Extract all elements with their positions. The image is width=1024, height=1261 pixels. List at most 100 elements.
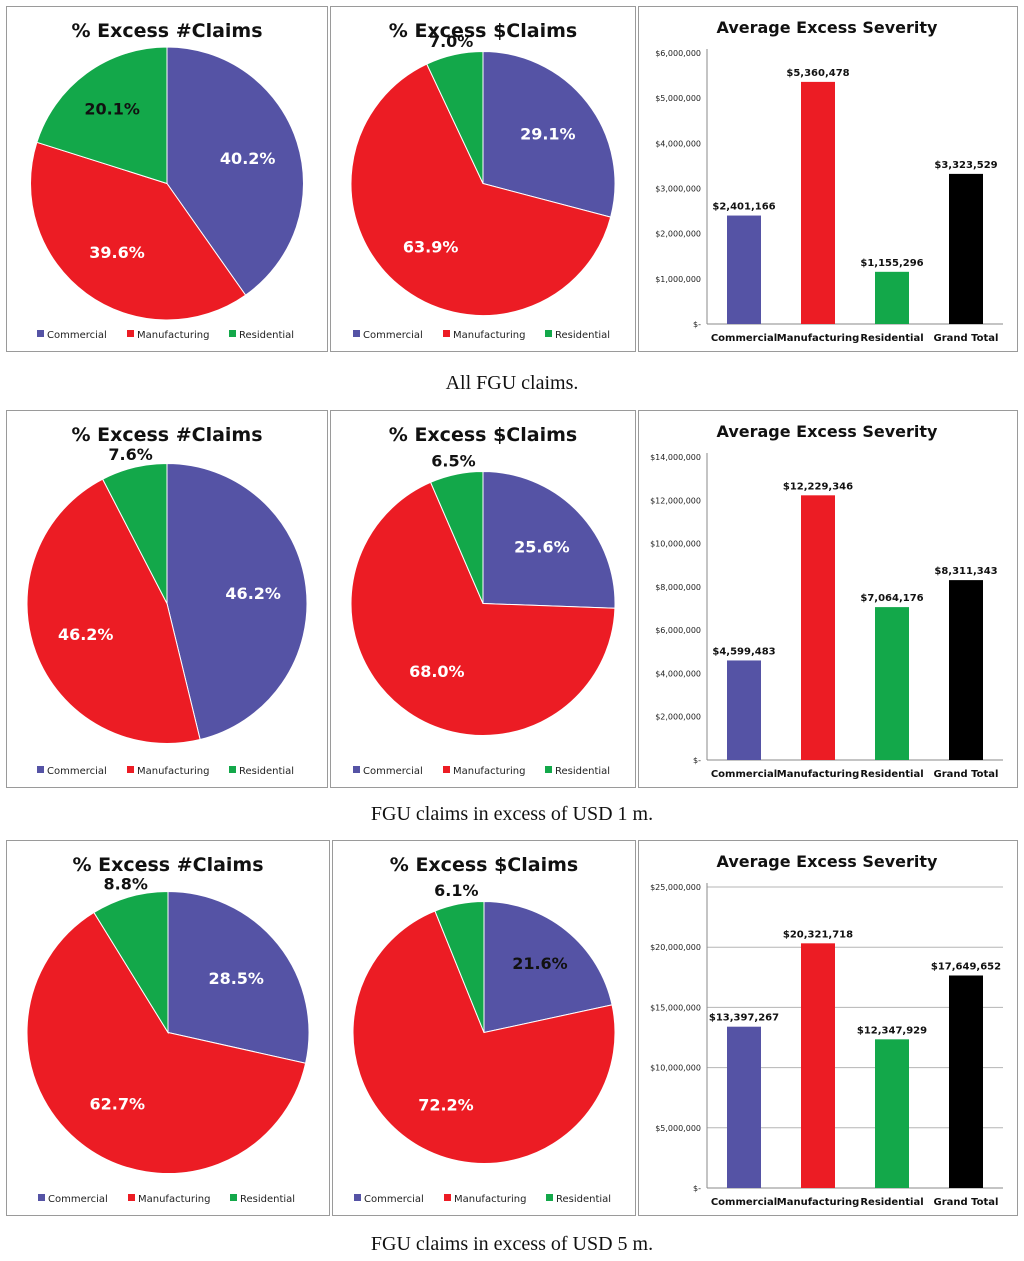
- legend-label-manufacturing: Manufacturing: [453, 766, 525, 777]
- y-tick-label: $3,000,000: [655, 185, 701, 194]
- bar-residential: [875, 1039, 909, 1188]
- bar-residential: [875, 271, 909, 324]
- legend-swatch-residential: [230, 1194, 237, 1201]
- legend-swatch-residential: [546, 1194, 553, 1201]
- bar-value-label-manufacturing: $5,360,478: [786, 68, 849, 79]
- legend-swatch-commercial: [38, 1194, 45, 1201]
- legend-label-manufacturing: Manufacturing: [137, 330, 209, 341]
- y-tick-label: $4,000,000: [655, 669, 701, 678]
- y-tick-label: $15,000,000: [650, 1003, 701, 1012]
- pie-label-manufacturing: 39.6%: [89, 243, 145, 262]
- pie-slice-manufacturing: [26, 478, 201, 744]
- bar-commercial: [727, 1026, 761, 1188]
- legend-label-residential: Residential: [239, 330, 294, 341]
- x-category-label-grand-total: Grand Total: [934, 769, 999, 780]
- legend-swatch-residential: [545, 330, 552, 337]
- bar-grand-total: [949, 173, 983, 324]
- legend-swatch-commercial: [37, 330, 44, 337]
- chart-title: % Excess $Claims: [390, 854, 578, 876]
- legend-swatch-manufacturing: [444, 1194, 451, 1201]
- chart-title: % Excess $Claims: [389, 424, 577, 446]
- bar-residential: [875, 607, 909, 760]
- pie-slice-commercial: [166, 46, 304, 296]
- pie-slice-residential: [429, 470, 484, 604]
- legend-label-commercial: Commercial: [363, 766, 423, 777]
- legend-swatch-commercial: [354, 1194, 361, 1201]
- y-tick-label: $6,000,000: [655, 49, 701, 58]
- pie-slice-commercial: [167, 890, 310, 1064]
- bar-value-label-residential: $12,347,929: [857, 1025, 927, 1036]
- pie-label-manufacturing: 72.2%: [418, 1095, 474, 1114]
- chart-panel-claims-amount-5m: % Excess $Claims 21.6% 72.2% 6.1% Commercial…: [332, 840, 636, 1216]
- pie-label-commercial: 25.6%: [514, 538, 570, 557]
- y-tick-label: $6,000,000: [655, 626, 701, 635]
- x-category-label-residential: Residential: [860, 769, 923, 780]
- y-tick-label: $10,000,000: [650, 1064, 701, 1073]
- bar-value-label-grand-total: $17,649,652: [931, 961, 1001, 972]
- pie-label-residential: 7.6%: [108, 445, 152, 464]
- legend-label-manufacturing: Manufacturing: [137, 766, 209, 777]
- bar-manufacturing: [801, 81, 835, 325]
- chart-title: Average Excess Severity: [717, 18, 939, 37]
- pie-label-commercial: 28.5%: [208, 969, 264, 988]
- pie-label-manufacturing: 62.7%: [90, 1095, 146, 1114]
- x-category-label-commercial: Commercial: [711, 1197, 777, 1208]
- legend-swatch-residential: [545, 766, 552, 773]
- y-tick-label: $2,000,000: [655, 230, 701, 239]
- legend-swatch-commercial: [353, 766, 360, 773]
- legend-label-commercial: Commercial: [363, 330, 423, 341]
- chart-panel-severity-all: Average Excess Severity $- $1,000,000 $2,00…: [638, 6, 1018, 352]
- legend-swatch-commercial: [353, 330, 360, 337]
- pie-label-residential: 6.5%: [431, 452, 475, 471]
- x-category-label-commercial: Commercial: [711, 769, 777, 780]
- pie-chart-svg: % Excess $Claims 21.6% 72.2% 6.1% Commercial…: [352, 854, 616, 1205]
- y-tick-label: $-: [693, 756, 701, 765]
- legend-label-manufacturing: Manufacturing: [454, 1194, 526, 1205]
- pie-slice-manufacturing: [352, 910, 616, 1164]
- legend-swatch-residential: [229, 330, 236, 337]
- bar-value-label-commercial: $2,401,166: [712, 202, 775, 213]
- chart-title: % Excess $Claims: [389, 20, 577, 42]
- bar-value-label-grand-total: $3,323,529: [934, 160, 997, 171]
- y-tick-label: $5,000,000: [655, 1124, 701, 1133]
- pie-slice-commercial: [482, 50, 616, 218]
- x-category-label-residential: Residential: [860, 1197, 923, 1208]
- chart-title: % Excess #Claims: [71, 20, 262, 42]
- bar-grand-total: [949, 975, 983, 1188]
- caption-claims-5m: FGU claims in excess of USD 5 m.: [370, 1233, 654, 1255]
- x-category-label-grand-total: Grand Total: [934, 333, 999, 344]
- y-tick-label: $1,000,000: [655, 275, 701, 284]
- pie-label-commercial: 40.2%: [220, 149, 276, 168]
- y-tick-label: $4,000,000: [655, 139, 701, 148]
- bar-grand-total: [949, 580, 983, 760]
- y-tick-label: $-: [693, 320, 701, 329]
- bar-commercial: [727, 660, 761, 760]
- bar-value-label-manufacturing: $12,229,346: [783, 481, 853, 492]
- pie-label-commercial: 21.6%: [512, 954, 568, 973]
- legend-swatch-commercial: [37, 766, 44, 773]
- legend-label-residential: Residential: [240, 1194, 295, 1205]
- pie-slice-manufacturing: [30, 141, 247, 321]
- pie-slice-commercial: [483, 900, 613, 1034]
- x-category-label-commercial: Commercial: [711, 333, 777, 344]
- caption-claims-1m: FGU claims in excess of USD 1 m.: [370, 803, 654, 825]
- x-category-label-manufacturing: Manufacturing: [777, 1197, 860, 1208]
- x-category-label-residential: Residential: [860, 333, 923, 344]
- y-tick-label: $8,000,000: [655, 583, 701, 592]
- y-tick-label: $20,000,000: [650, 943, 701, 952]
- chart-title: % Excess #Claims: [71, 424, 262, 446]
- pie-label-commercial: 29.1%: [520, 125, 576, 144]
- y-tick-label: $5,000,000: [655, 94, 701, 103]
- bar-chart-svg: Average Excess Severity $- $2,000,000 $4,00…: [650, 422, 1003, 780]
- chart-panel-claims-count-1m: % Excess #Claims 46.2% 46.2% 7.6% Commercial…: [6, 410, 328, 788]
- legend-label-residential: Residential: [556, 1194, 611, 1205]
- legend-label-residential: Residential: [555, 330, 610, 341]
- pie-slice-manufacturing: [350, 481, 616, 736]
- chart-panel-claims-count-5m: % Excess #Claims 28.5% 62.7% 8.8% Commercial…: [6, 840, 330, 1216]
- pie-label-residential: 6.1%: [434, 881, 478, 900]
- bar-value-label-residential: $1,155,296: [860, 258, 923, 269]
- bar-commercial: [727, 215, 761, 324]
- legend-label-commercial: Commercial: [47, 766, 107, 777]
- x-category-label-manufacturing: Manufacturing: [777, 769, 860, 780]
- chart-title: % Excess #Claims: [72, 854, 263, 876]
